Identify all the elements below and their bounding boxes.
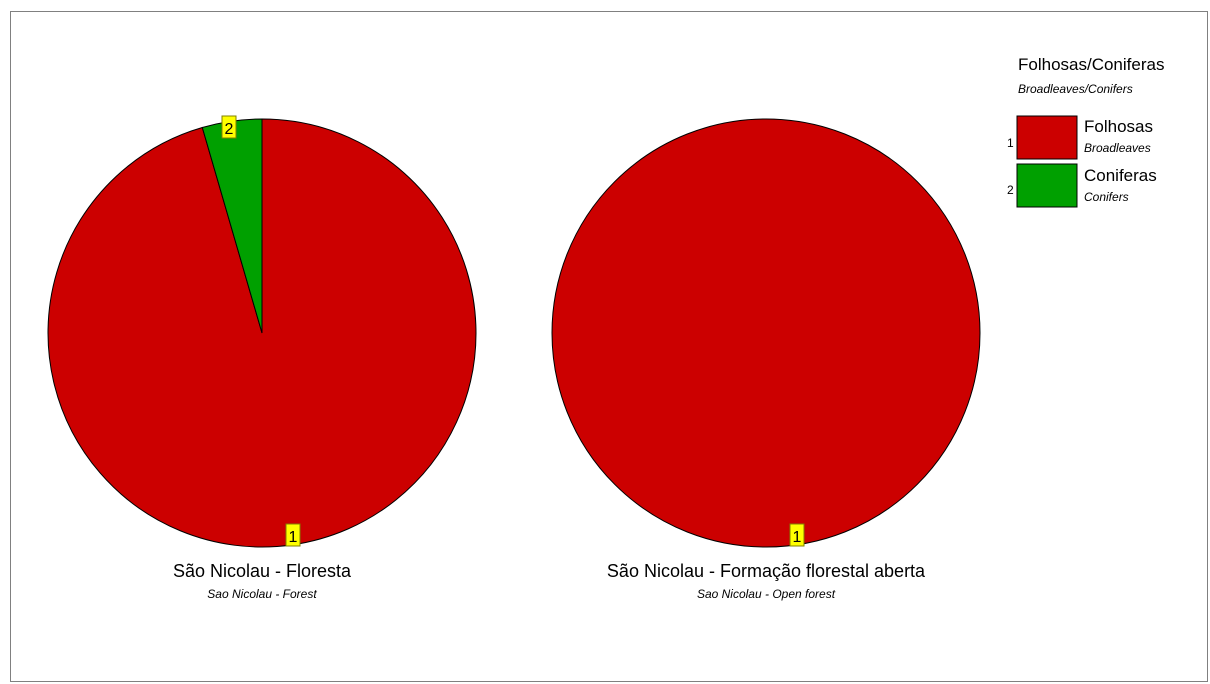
legend-sublabel-folhosas: Broadleaves <box>1084 141 1151 155</box>
pie-slice-1 <box>551 118 981 548</box>
legend-swatch-coniferas <box>1016 163 1078 208</box>
pie-title-formacao-aberta: São Nicolau - Formação florestal aberta <box>607 561 926 581</box>
legend-label-folhosas: Folhosas <box>1084 117 1153 136</box>
pie-title-floresta: São Nicolau - Floresta <box>173 561 352 581</box>
legend-title: Folhosas/Coniferas <box>1018 55 1164 74</box>
chart-frame <box>10 11 1208 682</box>
slice-label-box-2 <box>221 115 237 139</box>
pie-chart-floresta: 12 <box>47 115 477 548</box>
slice-label-1: 1 <box>289 529 298 546</box>
legend-sublabel-coniferas: Conifers <box>1084 190 1129 204</box>
legend-label-coniferas: Coniferas <box>1084 166 1157 185</box>
pie-subtitle-formacao-aberta: Sao Nicolau - Open forest <box>697 587 836 601</box>
legend: Folhosas/Coniferas Broadleaves/Conifers … <box>1007 55 1164 208</box>
legend-subtitle: Broadleaves/Conifers <box>1018 82 1133 96</box>
legend-item-num: 2 <box>1007 183 1014 197</box>
pie-subtitle-floresta: Sao Nicolau - Forest <box>207 587 317 601</box>
slice-label-box-1 <box>789 523 805 547</box>
slice-label-2: 2 <box>225 121 234 138</box>
slice-label-box-1 <box>285 523 301 547</box>
pie-chart-formacao-aberta: 1 <box>551 118 981 548</box>
legend-swatch-folhosas <box>1016 115 1078 160</box>
slice-label-1: 1 <box>793 529 802 546</box>
legend-item-num: 1 <box>1007 136 1014 150</box>
